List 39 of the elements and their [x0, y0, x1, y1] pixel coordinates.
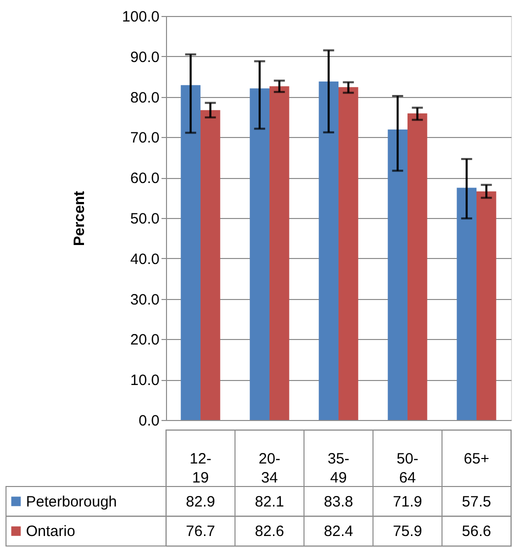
data-label: 76.7	[186, 523, 216, 540]
x-tick-label: 50-64	[396, 450, 418, 486]
bar	[408, 113, 428, 420]
y-tick-label: 80.0	[130, 89, 160, 106]
bar	[250, 88, 270, 420]
data-label: 82.1	[254, 493, 284, 510]
bar	[318, 81, 338, 420]
bar	[476, 191, 496, 420]
data-label: 82.6	[254, 523, 284, 540]
bar	[180, 85, 200, 420]
bar	[270, 86, 290, 420]
bar	[388, 130, 408, 420]
data-label: 83.8	[324, 493, 354, 510]
legend-label: Peterborough	[26, 493, 117, 510]
y-tick-label: 20.0	[130, 332, 160, 349]
bar	[338, 87, 358, 420]
bar	[200, 110, 220, 420]
y-tick-label: 0.0	[138, 412, 160, 430]
data-label: 71.9	[392, 493, 422, 510]
bar	[456, 188, 476, 420]
y-tick-label: 10.0	[130, 372, 160, 390]
x-tick-label: 65+	[464, 450, 490, 468]
legend-label: Ontario	[26, 523, 76, 540]
y-tick-label: 50.0	[130, 210, 160, 228]
x-tick-label: 20-34	[258, 450, 280, 486]
y-tick-label: 40.0	[130, 250, 160, 268]
data-label: 56.6	[462, 523, 492, 540]
y-tick-label: 30.0	[130, 291, 160, 308]
x-tick-label: 12-19	[190, 450, 212, 486]
y-tick-label: 60.0	[130, 170, 160, 188]
x-tick-label: 35-49	[328, 450, 350, 486]
data-label: 82.9	[186, 493, 216, 510]
y-tick-label: 100.0	[122, 8, 160, 26]
y-tick-label: 90.0	[130, 48, 160, 66]
y-axis-title: Percent	[70, 190, 88, 246]
data-label: 75.9	[392, 523, 422, 540]
data-label: 82.4	[324, 523, 354, 540]
y-tick-label: 70.0	[130, 130, 160, 147]
data-label: 57.5	[462, 493, 492, 510]
